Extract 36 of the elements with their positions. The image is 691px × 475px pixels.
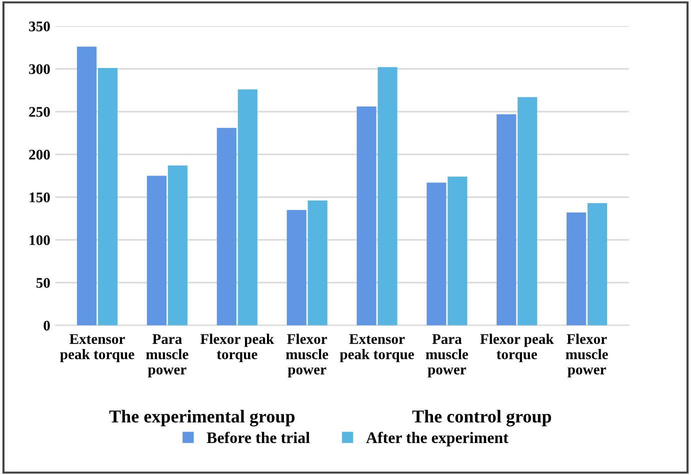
text: The experimental group [109, 410, 295, 426]
x-tick-label: Para muscle power [426, 334, 468, 378]
y-tick-label: 250 [29, 106, 50, 117]
bar [168, 165, 188, 326]
x-tick-label: Flexor muscle power [566, 334, 608, 378]
bar [378, 67, 398, 326]
x-tick-label: Para muscle power [146, 334, 188, 378]
x-tick-label: Extensor peak torque [60, 334, 134, 362]
bar [98, 68, 118, 326]
bar [76, 46, 97, 326]
bar [566, 212, 586, 326]
y-tick-label: 350 [29, 21, 50, 32]
y-tick-label: 50 [36, 278, 50, 288]
legend-label: After the experiment [366, 432, 508, 446]
x-tick-label: Flexor muscle power [286, 334, 328, 378]
y-tick-label: 0 [44, 320, 50, 331]
bar [518, 97, 538, 326]
bar [216, 128, 236, 326]
x-tick-label: Extensor peak torque [340, 334, 414, 362]
bar [238, 89, 258, 326]
y-tick-label: 300 [29, 64, 50, 74]
bar [496, 114, 516, 326]
bar [146, 176, 166, 326]
bar [448, 176, 468, 326]
bar [426, 182, 446, 326]
legend-label: Before the trial [206, 432, 310, 444]
y-tick-label: 200 [29, 150, 50, 160]
x-tick-label: Flexor peak torque [480, 334, 554, 362]
y-tick-label: 100 [30, 235, 50, 246]
y-tick-label: 150 [30, 192, 50, 202]
bar [356, 106, 376, 326]
bar [588, 203, 608, 326]
bar [308, 200, 328, 326]
text: The control group [412, 410, 552, 426]
bar [286, 210, 306, 326]
x-tick-label: Flexor peak torque [200, 334, 274, 362]
